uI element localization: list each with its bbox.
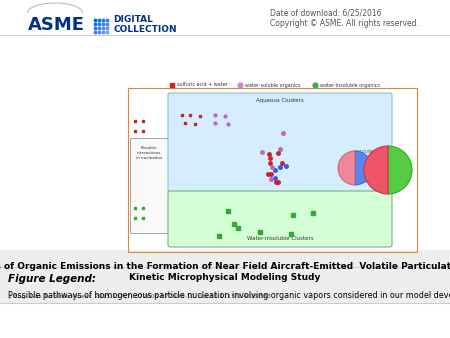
Text: sulfuric acid + water: sulfuric acid + water <box>177 82 228 88</box>
Wedge shape <box>355 151 372 185</box>
Text: coagulation II: coagulation II <box>352 179 385 185</box>
Text: Water-insoluble Clusters: Water-insoluble Clusters <box>247 236 313 241</box>
Text: water-soluble organics: water-soluble organics <box>245 82 301 88</box>
Text: Possible
interactions
in nucleation: Possible interactions in nucleation <box>136 146 162 160</box>
Text: J. Eng. Gas Turbines Power. 2015;137(7):072606-072606-10. doi:10.1115/1.4029388: J. Eng. Gas Turbines Power. 2015;137(7):… <box>8 294 271 299</box>
Text: Copyright © ASME. All rights reserved.: Copyright © ASME. All rights reserved. <box>270 19 419 27</box>
Text: Kinetic Microphysical Modeling Study: Kinetic Microphysical Modeling Study <box>129 273 321 282</box>
Text: COLLECTION: COLLECTION <box>113 25 176 34</box>
Wedge shape <box>364 146 388 194</box>
Bar <box>128 88 417 252</box>
Text: Figure Legend:: Figure Legend: <box>8 274 96 284</box>
Text: ASME: ASME <box>28 16 85 34</box>
Text: DIGITAL: DIGITAL <box>113 16 153 24</box>
Wedge shape <box>338 151 355 185</box>
Text: coagulation II: coagulation II <box>370 148 375 182</box>
FancyBboxPatch shape <box>168 191 392 247</box>
FancyBboxPatch shape <box>130 138 168 233</box>
Text: Possible pathways of homogeneous particle nucleation involving organic vapors co: Possible pathways of homogeneous particl… <box>8 291 450 299</box>
Text: From: Roles of Organic Emissions in the Formation of Near Field Aircraft-Emitted: From: Roles of Organic Emissions in the … <box>0 262 450 271</box>
Text: water-insoluble organics: water-insoluble organics <box>320 82 380 88</box>
Wedge shape <box>388 146 412 194</box>
Text: coagulation I: coagulation I <box>353 149 385 154</box>
Text: Aqueous Clusters: Aqueous Clusters <box>256 98 304 103</box>
FancyBboxPatch shape <box>168 93 392 192</box>
Text: Date of download: 6/25/2016: Date of download: 6/25/2016 <box>270 8 382 18</box>
Bar <box>0 250 450 303</box>
